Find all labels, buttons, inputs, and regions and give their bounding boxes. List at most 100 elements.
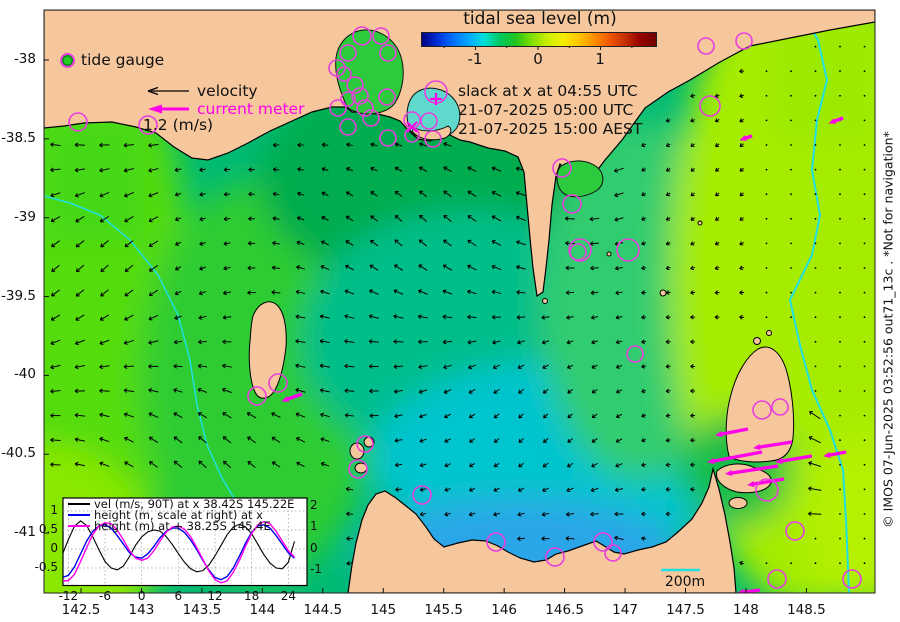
velocity-arrow-icon [147, 86, 189, 96]
tide-gauge-circle [604, 544, 622, 562]
y-tick-label: -38 [13, 51, 36, 67]
inset-right-axis-labels: 2 1 0 -1 [310, 0, 336, 622]
inset-left-tick-label: -0.5 [34, 560, 58, 574]
x-tick-label: 147.5 [666, 602, 705, 618]
tide-gauge-circle [68, 112, 88, 132]
inset-legend-height-plus: height (m) at + 38.25S 145.4E [68, 519, 271, 533]
corner-inlet [556, 160, 604, 198]
legend-tide-gauge: tide gauge [60, 51, 164, 69]
velocity-label: velocity [197, 82, 258, 100]
tide-gauge-circle [771, 398, 789, 416]
vel-series-label: vel (m/s, 90T) at x 38.42S 145.22E [94, 497, 295, 511]
tide-gauge-circle [329, 99, 347, 117]
x-tick-label: 142.5 [61, 602, 101, 618]
inset-legend-height-x: height (m, scale at right) at x [68, 508, 263, 522]
inset-left-tick-label: 0 [50, 541, 58, 555]
tide-gauge-circle [378, 88, 396, 106]
colorbar-tick-zero: 0 [533, 50, 543, 68]
inset-x-tick-label: 24 [280, 589, 296, 603]
inset-left-axis-labels: 1 0.5 0 -0.5 [34, 0, 60, 622]
tide-gauge-circle [348, 459, 368, 479]
velocity-arrow-field [50, 45, 866, 566]
inset-left-tick-label: 1 [50, 503, 58, 517]
y-tick-label: -39.5 [1, 287, 36, 304]
inset-x-tick-label: 18 [244, 589, 260, 603]
tide-gauge-circle [562, 194, 582, 214]
vel-line-swatch [68, 503, 90, 505]
inset-series-2 [63, 520, 295, 584]
tide-gauge-circle [842, 569, 862, 589]
tide-gauge-circle [412, 485, 432, 505]
tide-gauge-label: tide gauge [81, 51, 165, 69]
clarke-island [728, 497, 748, 509]
height-plus-line-swatch [68, 525, 90, 527]
tide-gauge-circle [616, 238, 640, 262]
inset-x-tick-label: -12 [58, 589, 79, 603]
y-tick-label: -38.5 [1, 129, 36, 146]
tide-gauge-circle [697, 37, 715, 55]
tide-gauge-circle [336, 66, 352, 82]
tide-gauge-circle [339, 44, 357, 62]
tide-gauge-circle [138, 115, 158, 135]
x-tick-label: 145 [370, 602, 397, 618]
x-marker [406, 121, 418, 133]
x-axis-labels: 142.5 143 143.5 144 144.5 145 145.5 146 146.5 147… [0, 602, 900, 622]
tide-gauge-circle [545, 547, 565, 567]
speed-scale-label: 1.2 (m/s) [143, 116, 214, 134]
tide-gauge-circle [340, 91, 356, 107]
tide-gauge-circle [767, 569, 787, 589]
tide-gauge-circle [626, 345, 644, 363]
status-block: slack at x at 04:55 UTC 21-07-2025 05:00… [458, 82, 642, 139]
station-markers [406, 93, 442, 133]
tide-gauge-circle [352, 26, 372, 46]
flinders-island [725, 346, 795, 463]
inset-x-tick-label: 12 [207, 589, 223, 603]
y-tick-label: -41 [13, 524, 36, 541]
colorbar-tick-minus1: -1 [467, 50, 483, 68]
x-tick-label: 143.5 [182, 602, 222, 618]
x-tick-label: 147 [612, 602, 638, 618]
tide-gauge-circle [569, 243, 587, 261]
colorbar-tick-plus1: 1 [595, 50, 605, 68]
tide-gauge-icon [60, 52, 75, 68]
colorbar-gradient [421, 32, 657, 47]
height-plus-series-label: height (m) at + 38.25S 145.4E [94, 519, 271, 533]
inset-x-labels: -12 -6 0 6 12 18 24 [0, 589, 340, 603]
tide-gauge-circle [735, 32, 753, 50]
inset-curves [63, 520, 295, 584]
x-tick-label: 143 [128, 602, 155, 618]
inset-left-tick-label: 0.5 [38, 522, 58, 536]
height-x-series-label: height (m, scale at right) at x [94, 508, 263, 522]
utc-time-line: 21-07-2025 05:00 UTC [458, 101, 634, 119]
inset-x-tick-label: -6 [99, 589, 112, 603]
tide-gauge-circle [356, 99, 374, 117]
tide-gauge-circle [420, 112, 438, 130]
tide-gauge-circle [362, 109, 380, 127]
legend-velocity: velocity [145, 82, 258, 100]
tide-gauge-circle [699, 95, 721, 117]
tide-gauge-circle [752, 400, 772, 420]
x-tick-label: 146 [491, 602, 518, 618]
y-tick-label: -40 [13, 366, 36, 383]
scalebar-label: 200m [664, 574, 706, 590]
inset-gridlines [63, 498, 307, 586]
x-tick-label: 145.5 [424, 602, 464, 618]
inset-right-tick-label: 2 [310, 497, 318, 512]
tide-gauge-circle [247, 386, 267, 406]
colorbar-title: tidal sea level (m) [463, 9, 617, 29]
tasmania-coastline [347, 466, 737, 593]
tide-gauge-circle [424, 130, 442, 148]
x-tick-label: 148.5 [787, 602, 826, 618]
inset-x-tick-label: 6 [174, 589, 183, 603]
contour-200m-east [788, 10, 850, 593]
current-meter-arrows [281, 116, 847, 593]
x-tick-label: 146.5 [545, 602, 584, 618]
tide-gauge-circle [755, 478, 779, 502]
inset-right-tick-label: -1 [310, 562, 322, 576]
inset-x-tick-label: 0 [137, 589, 146, 603]
tide-gauge-circle [346, 76, 364, 94]
tide-gauge-circle [339, 118, 357, 136]
tide-gauge-circle [379, 44, 397, 62]
